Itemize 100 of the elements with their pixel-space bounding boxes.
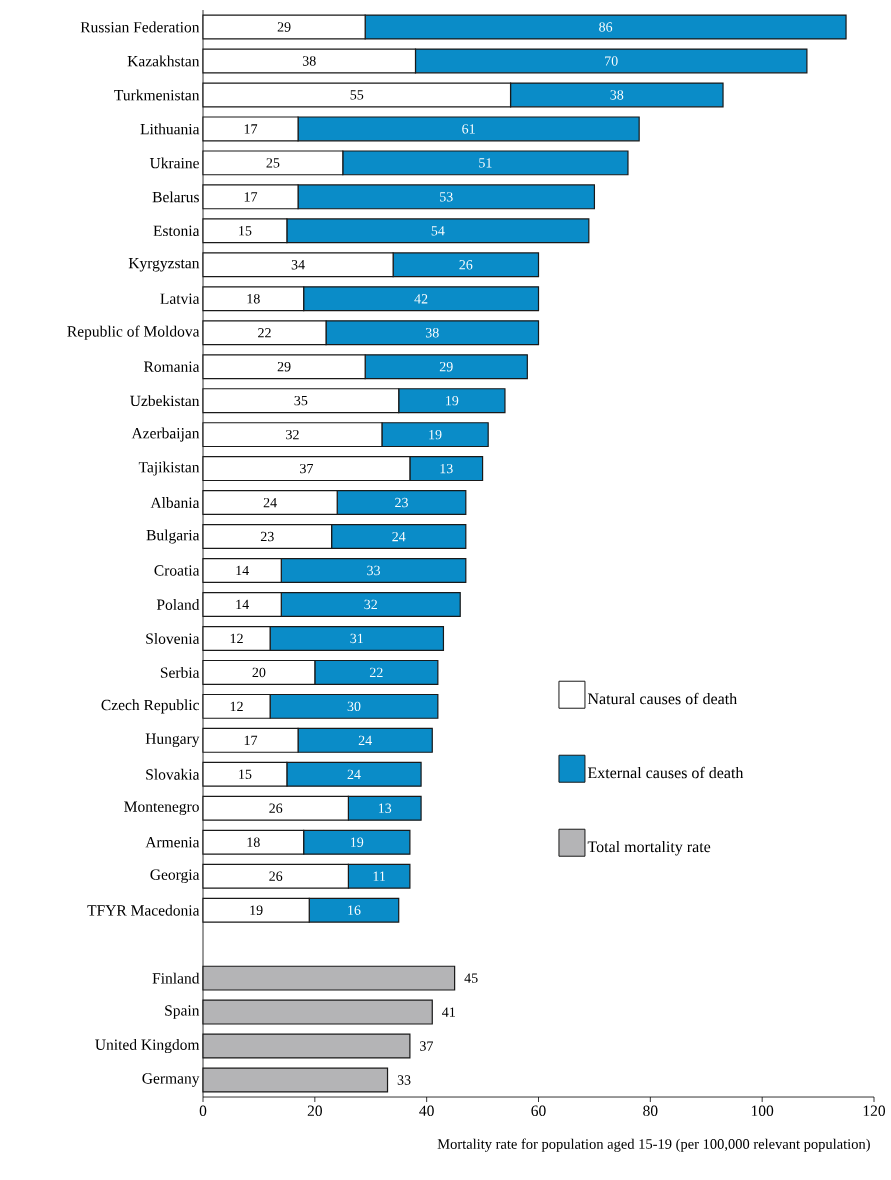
y-tick-label: Lithuania [140, 123, 200, 135]
bar [202, 1033, 411, 1059]
data-label: 31 [350, 633, 363, 644]
data-label: 11 [373, 871, 386, 881]
legend-label: External causes of death [587, 766, 744, 779]
y-tick-label: Latvia [160, 293, 200, 304]
data-label: 14 [236, 565, 249, 576]
y-tick-label: Uzbekistan [130, 395, 200, 407]
y-tick-label: Montenegro [124, 801, 199, 816]
data-label: 20 [252, 667, 266, 678]
x-tick-label: 40 [419, 1105, 434, 1116]
y-tick-label: Bulgaria [146, 529, 200, 544]
data-label: 18 [247, 294, 260, 304]
data-label: 55 [350, 90, 364, 100]
data-label: 15 [239, 769, 252, 779]
data-label: 18 [247, 837, 260, 847]
data-label: 38 [610, 90, 624, 100]
y-tick-label: Croatia [154, 565, 200, 576]
data-label: 32 [364, 599, 377, 610]
data-label: 19 [429, 429, 442, 440]
data-label: 14 [236, 599, 249, 610]
y-tick-label: Romania [143, 361, 200, 372]
bar [202, 1067, 389, 1093]
x-tick-label: 20 [307, 1105, 322, 1116]
y-tick-label: Tajikistan [138, 461, 200, 476]
data-label: 13 [378, 803, 392, 813]
data-label: 33 [397, 1075, 411, 1085]
y-tick-label: Estonia [153, 225, 200, 237]
y-tick-label: Slovakia [146, 768, 200, 780]
x-tick-label: 100 [751, 1105, 774, 1116]
data-label: 24 [358, 735, 372, 745]
data-label: 17 [244, 735, 258, 745]
data-label: 37 [420, 1041, 434, 1051]
data-label: 17 [244, 192, 258, 202]
y-tick-label: United Kingdom [95, 1039, 200, 1054]
x-tick-label: 60 [531, 1105, 546, 1116]
y-tick-label: Republic of Moldova [67, 325, 200, 340]
y-tick-label: Germany [142, 1073, 200, 1087]
data-label: 61 [462, 124, 475, 134]
y-tick-label: Slovenia [146, 632, 200, 644]
data-label: 24 [347, 769, 361, 779]
data-label: 23 [395, 497, 408, 508]
data-label: 15 [239, 226, 252, 236]
data-label: 86 [599, 22, 613, 32]
data-label: 30 [347, 701, 361, 712]
data-label: 17 [244, 124, 258, 134]
y-tick-label: Kyrgyzstan [128, 258, 200, 272]
y-tick-label: Serbia [160, 666, 200, 678]
y-tick-label: Kazakhstan [127, 55, 200, 67]
data-label: 53 [440, 192, 453, 202]
data-label: 38 [425, 327, 439, 338]
data-label: 51 [479, 158, 492, 168]
y-tick-label: Hungary [145, 733, 200, 748]
y-tick-label: Georgia [150, 869, 200, 884]
y-tick-label: Finland [152, 972, 200, 984]
data-label: 12 [230, 633, 243, 644]
x-tick-label: 80 [643, 1105, 658, 1116]
data-label: 16 [348, 905, 361, 915]
bar [202, 999, 433, 1025]
y-tick-label: TFYR Macedonia [87, 904, 200, 916]
data-label: 22 [369, 667, 383, 678]
data-label: 45 [464, 973, 478, 983]
data-label: 19 [446, 395, 459, 406]
legend-label: Total mortality rate [587, 840, 711, 856]
data-label: 19 [250, 905, 263, 915]
data-label: 26 [459, 260, 473, 270]
data-label: 33 [367, 565, 380, 576]
y-tick-label: Ukraine [149, 157, 199, 169]
data-label: 13 [440, 463, 453, 474]
data-label: 12 [230, 701, 243, 711]
data-label: 25 [266, 158, 280, 168]
y-tick-label: Spain [165, 1005, 200, 1019]
data-label: 42 [414, 294, 428, 304]
data-label: 29 [277, 361, 291, 372]
y-tick-label: Poland [156, 599, 200, 610]
legend-label: Natural causes of death [587, 692, 737, 705]
data-label: 70 [605, 56, 618, 66]
data-label: 54 [431, 226, 445, 236]
data-label: 24 [392, 531, 406, 542]
data-label: 22 [258, 328, 271, 338]
data-label: 29 [439, 361, 453, 372]
x-axis-title: Mortality rate for population aged 15-19 (per 100,000 relevant population) [437, 1138, 870, 1152]
y-tick-label: Albania [150, 497, 200, 509]
data-label: 34 [291, 260, 305, 270]
data-label: 38 [302, 56, 316, 66]
y-tick-label: Armenia [145, 837, 200, 848]
data-label: 32 [286, 429, 299, 440]
y-tick-label: Czech Republic [101, 699, 200, 714]
data-label: 37 [300, 463, 314, 474]
y-tick-label: Turkmenistan [114, 89, 200, 101]
y-tick-label: Azerbaijan [131, 427, 200, 442]
data-label: 35 [294, 395, 308, 406]
data-label: 26 [269, 803, 283, 813]
x-tick-label: 120 [863, 1105, 886, 1116]
data-label: 41 [442, 1007, 455, 1017]
data-label: 19 [351, 837, 364, 847]
y-tick-label: Belarus [152, 191, 199, 203]
data-label: 24 [263, 497, 277, 508]
x-tick-label: 0 [199, 1105, 207, 1116]
bar [202, 965, 456, 991]
